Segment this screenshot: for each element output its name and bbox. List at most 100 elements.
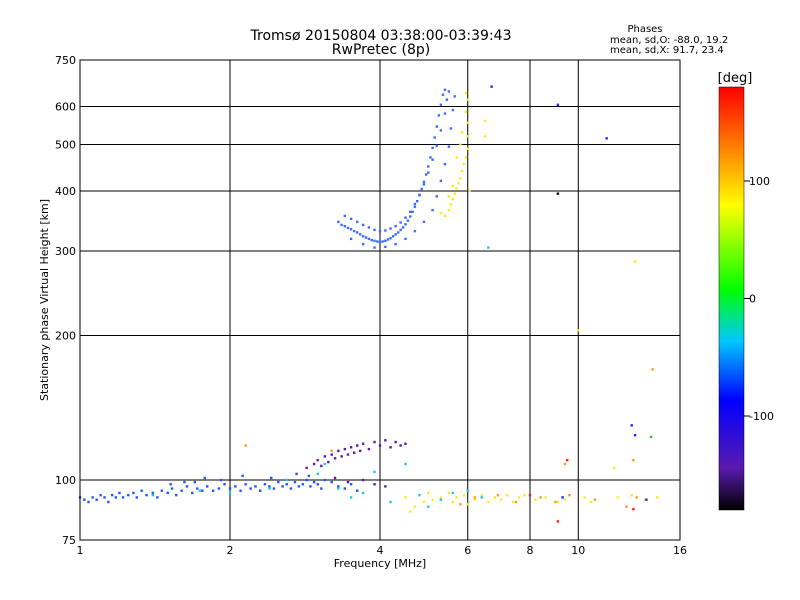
data-point xyxy=(343,224,347,228)
colorbar-tick-label: 100 xyxy=(749,175,770,188)
data-point xyxy=(83,498,86,501)
data-point xyxy=(394,224,397,228)
data-point xyxy=(373,228,376,232)
x-tick-label: 2 xyxy=(227,544,234,557)
data-point xyxy=(612,466,616,470)
data-point xyxy=(305,466,308,470)
data-point xyxy=(330,453,333,456)
data-point xyxy=(201,489,204,492)
data-point xyxy=(244,483,247,486)
data-point xyxy=(413,229,417,233)
data-point xyxy=(381,240,384,243)
data-point xyxy=(404,223,407,226)
y-tick-label: 100 xyxy=(55,474,76,487)
colorbar-ticks: 100 0 -100 xyxy=(744,175,774,423)
data-point xyxy=(386,238,390,241)
data-point xyxy=(413,205,417,208)
data-point xyxy=(323,455,327,458)
data-point xyxy=(228,491,232,495)
data-point xyxy=(413,202,417,206)
data-point xyxy=(424,173,428,176)
data-point xyxy=(217,487,221,490)
chart-title: Tromsø 20150804 03:38:00-03:39:43 xyxy=(250,28,512,44)
data-point xyxy=(449,127,453,130)
data-point xyxy=(473,498,477,501)
x-tick-label: 10 xyxy=(571,544,585,557)
data-point xyxy=(91,496,94,499)
data-point xyxy=(384,229,387,232)
data-point xyxy=(534,498,537,501)
data-point xyxy=(297,485,301,488)
data-point xyxy=(633,260,637,263)
data-point xyxy=(127,493,130,497)
data-point xyxy=(466,98,469,101)
data-point xyxy=(320,464,323,468)
data-point xyxy=(441,93,445,96)
data-point xyxy=(449,203,453,206)
data-point xyxy=(316,458,319,462)
data-point xyxy=(422,183,426,186)
data-point xyxy=(630,493,633,497)
data-point xyxy=(99,493,102,497)
data-point xyxy=(361,442,365,445)
data-point xyxy=(367,447,371,451)
y-tick-label: 500 xyxy=(55,139,76,152)
data-point xyxy=(455,496,458,499)
data-point xyxy=(459,177,462,180)
data-point xyxy=(404,496,407,499)
data-point xyxy=(632,507,635,511)
data-point xyxy=(413,505,417,508)
data-point xyxy=(633,433,637,437)
data-point xyxy=(320,487,323,490)
data-point xyxy=(270,476,273,480)
data-point xyxy=(451,184,455,188)
data-point xyxy=(239,489,242,492)
data-point xyxy=(490,85,493,88)
data-point xyxy=(340,223,343,227)
data-point xyxy=(337,220,340,224)
y-tick-label: 600 xyxy=(55,101,76,114)
data-point xyxy=(473,496,477,499)
data-point xyxy=(511,500,515,504)
data-point xyxy=(352,229,356,233)
data-point xyxy=(499,498,503,501)
data-point xyxy=(455,156,458,159)
data-point xyxy=(437,114,441,117)
data-point xyxy=(384,245,387,249)
data-point xyxy=(378,229,382,233)
y-tick-label: 750 xyxy=(55,54,76,67)
data-point xyxy=(272,487,276,490)
data-point xyxy=(443,88,447,92)
data-points xyxy=(78,85,659,523)
data-point xyxy=(355,489,359,492)
data-point xyxy=(466,503,469,506)
data-point xyxy=(439,211,443,215)
data-point xyxy=(135,496,138,499)
stats-line-x: mean, sd,X: 91.7, 23.4 xyxy=(610,45,724,56)
data-point xyxy=(422,500,426,504)
data-point xyxy=(396,231,400,234)
data-point xyxy=(523,493,526,497)
data-point xyxy=(169,483,172,486)
data-point xyxy=(418,193,421,196)
data-point xyxy=(391,235,395,238)
data-point xyxy=(435,195,438,198)
data-point xyxy=(259,489,262,492)
data-point xyxy=(301,483,305,486)
data-point xyxy=(616,496,619,499)
data-point xyxy=(561,496,564,499)
colorbar xyxy=(718,86,745,511)
data-point xyxy=(443,162,447,166)
data-point xyxy=(340,455,343,458)
data-point xyxy=(394,242,397,246)
stats-line-o: mean, sd,O: -88.0, 19.2 xyxy=(610,35,728,46)
data-point xyxy=(367,237,371,241)
data-point xyxy=(107,500,110,504)
data-point xyxy=(145,493,148,497)
data-point xyxy=(285,483,288,486)
chart-subtitle: RwPretec (8p) xyxy=(332,42,430,58)
data-point xyxy=(431,208,434,212)
data-point xyxy=(427,491,430,495)
data-point xyxy=(205,485,209,488)
